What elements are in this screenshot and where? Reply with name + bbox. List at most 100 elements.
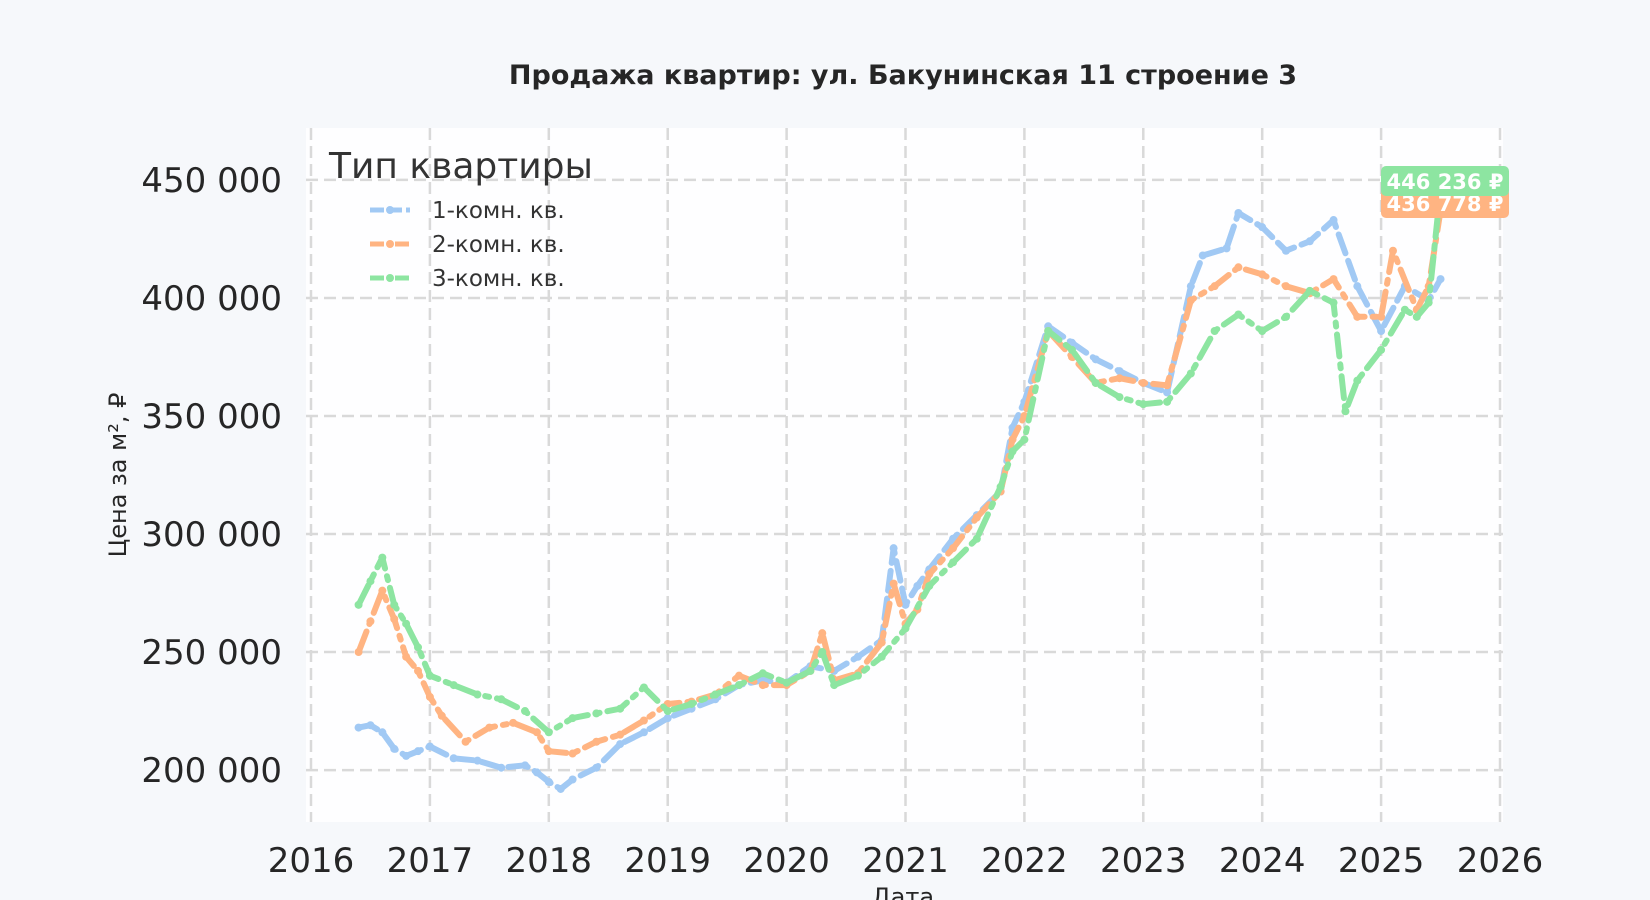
data-point (1400, 305, 1409, 314)
data-point (1281, 282, 1290, 291)
x-tick-label: 2020 (743, 841, 830, 881)
data-point (354, 723, 363, 732)
data-point (1198, 251, 1207, 260)
data-point (1305, 286, 1314, 295)
data-point (1305, 237, 1314, 246)
data-point (1377, 312, 1386, 321)
data-point (1353, 312, 1362, 321)
data-point (639, 728, 648, 737)
data-point (568, 714, 577, 723)
data-point (616, 740, 625, 749)
data-point (782, 678, 791, 687)
data-point (556, 784, 565, 793)
data-point (925, 570, 934, 579)
x-axis-label: Дата (872, 883, 934, 900)
data-point (949, 558, 958, 567)
data-point (1091, 378, 1100, 387)
series-line-3 (355, 186, 1444, 736)
data-point (1222, 244, 1231, 253)
legend-marker (386, 206, 394, 214)
data-point (1044, 327, 1053, 336)
series-layer (354, 185, 1445, 793)
legend-label: 2-комн. кв. (432, 232, 565, 258)
legend-label: 3-комн. кв. (432, 266, 565, 292)
data-point (1163, 397, 1172, 406)
data-point (925, 581, 934, 590)
x-tick-label: 2022 (981, 841, 1068, 881)
data-point (901, 624, 910, 633)
data-point (818, 648, 827, 657)
data-point (949, 544, 958, 553)
legend: Тип квартиры 1-комн. кв. 2-комн. кв. 3-ком… (328, 146, 593, 292)
data-point (402, 619, 411, 628)
data-point (354, 600, 363, 609)
end-label-badge (1381, 166, 1509, 196)
data-point (1329, 298, 1338, 307)
data-point (1139, 400, 1148, 409)
legend-label: 1-комн. кв. (432, 198, 565, 224)
data-point (1163, 381, 1172, 390)
data-point (449, 681, 458, 690)
data-point (1210, 327, 1219, 336)
data-point (972, 513, 981, 522)
data-point (437, 711, 446, 720)
data-point (853, 671, 862, 680)
data-point (592, 737, 601, 746)
chart-title: Продажа квартир: ул. Бакунинская 11 стро… (509, 60, 1297, 91)
data-point (378, 586, 387, 595)
data-point (1258, 270, 1267, 279)
data-point (592, 709, 601, 718)
legend-title: Тип квартиры (328, 146, 593, 187)
data-point (972, 534, 981, 543)
data-point (889, 544, 898, 553)
data-point (1377, 345, 1386, 354)
x-tick-label: 2017 (387, 841, 474, 881)
x-tick-label: 2021 (862, 841, 949, 881)
data-point (1186, 369, 1195, 378)
legend-marker (386, 240, 394, 248)
data-point (1008, 447, 1017, 456)
data-point (425, 692, 434, 701)
data-point (830, 681, 839, 690)
data-point (1329, 216, 1338, 225)
data-point (1281, 246, 1290, 255)
series-line-2 (355, 207, 1444, 757)
data-point (414, 747, 423, 756)
data-point (1353, 282, 1362, 291)
data-point (639, 716, 648, 725)
data-point (996, 482, 1005, 491)
data-point (735, 671, 744, 680)
data-point (1008, 435, 1017, 444)
data-point (687, 699, 696, 708)
data-point (366, 721, 375, 730)
data-point (1377, 327, 1386, 336)
data-point (366, 577, 375, 586)
data-point (473, 756, 482, 765)
data-point (378, 553, 387, 562)
x-tick-label: 2025 (1338, 841, 1425, 881)
data-point (568, 749, 577, 758)
data-point (735, 681, 744, 690)
data-point (1329, 275, 1338, 284)
data-point (949, 534, 958, 543)
data-point (1234, 263, 1243, 272)
x-tick-label: 2024 (1219, 841, 1306, 881)
data-point (818, 629, 827, 638)
data-point (354, 648, 363, 657)
data-point (1234, 310, 1243, 319)
data-point (1412, 312, 1421, 321)
data-point (913, 581, 922, 590)
data-point (366, 617, 375, 626)
data-point (402, 751, 411, 760)
data-point (544, 777, 553, 786)
data-point (1186, 296, 1195, 305)
data-point (378, 728, 387, 737)
y-axis-label: Цена за м², ₽ (104, 393, 132, 558)
data-point (414, 666, 423, 675)
y-tick-label: 450 000 (141, 161, 282, 201)
x-tick-label: 2026 (1457, 841, 1544, 881)
x-axis-ticks: 2016 2017 2018 2019 2020 2021 2022 2023 2024 2025… (268, 841, 1544, 881)
data-point (877, 638, 886, 647)
